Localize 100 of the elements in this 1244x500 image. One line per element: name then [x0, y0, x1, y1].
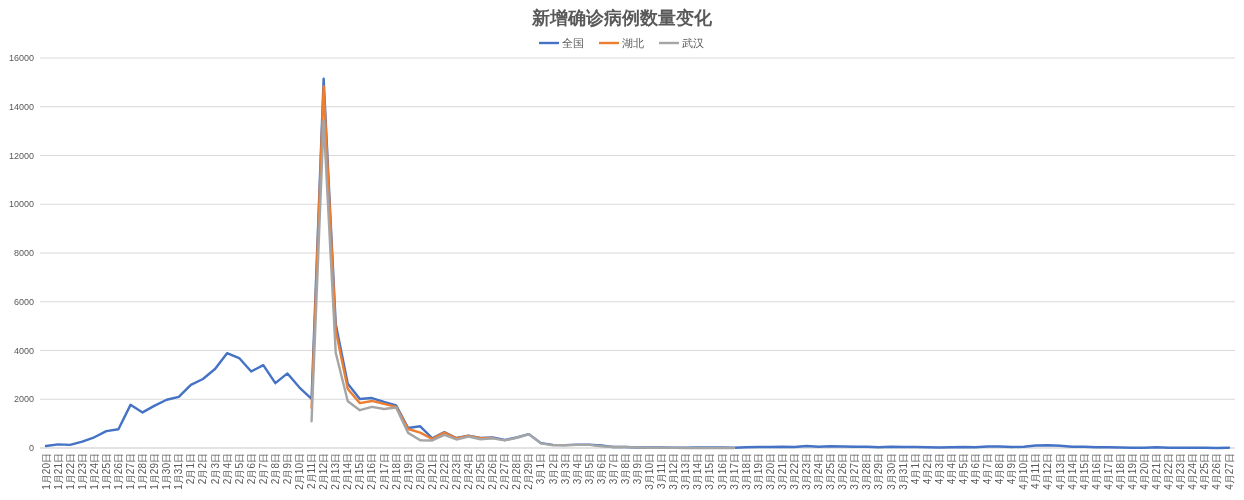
- x-tick-label: 4月15日: [1078, 453, 1090, 490]
- x-tick-label: 2月6日: [245, 453, 257, 485]
- x-tick-label: 2月25日: [475, 453, 487, 490]
- x-tick-label: 3月15日: [704, 453, 716, 490]
- x-tick-label: 3月24日: [813, 453, 825, 490]
- x-tick-label: 3月25日: [825, 453, 837, 490]
- y-tick-label: 4000: [13, 345, 34, 356]
- x-tick-label: 2月4日: [221, 453, 233, 485]
- x-tick-label: 4月9日: [1006, 453, 1018, 485]
- x-tick-label: 3月21日: [776, 453, 788, 490]
- x-tick-label: 4月22日: [1163, 453, 1175, 490]
- x-tick-label: 3月10日: [644, 453, 656, 490]
- x-tick-label: 1月20日: [40, 453, 52, 490]
- x-tick-label: 3月18日: [740, 453, 752, 490]
- x-tick-label: 1月28日: [137, 453, 149, 490]
- x-tick-label: 1月21日: [52, 453, 64, 490]
- x-tick-label: 3月30日: [885, 453, 897, 490]
- x-tick-label: 4月2日: [921, 453, 933, 485]
- x-tick-label: 3月12日: [668, 453, 680, 490]
- x-tick-label: 3月16日: [716, 453, 728, 490]
- y-tick-label: 12000: [8, 150, 34, 161]
- x-tick-label: 2月23日: [450, 453, 462, 490]
- x-tick-label: 3月2日: [547, 453, 559, 485]
- x-tick-label: 2月11日: [306, 453, 318, 489]
- x-tick-label: 2月27日: [499, 453, 511, 490]
- x-tick-label: 4月26日: [1211, 453, 1223, 490]
- x-tick-label: 4月10日: [1018, 453, 1030, 490]
- x-tick-label: 2月12日: [318, 453, 330, 490]
- x-tick-label: 4月11日: [1030, 453, 1042, 489]
- legend-label: 湖北: [622, 37, 644, 49]
- x-tick-label: 4月13日: [1054, 453, 1066, 490]
- x-tick-label: 3月17日: [728, 453, 740, 490]
- x-tick-label: 2月5日: [233, 453, 245, 485]
- y-tick-label: 14000: [8, 101, 34, 112]
- x-tick-label: 3月9日: [632, 453, 643, 485]
- x-tick-label: 1月22日: [64, 453, 76, 490]
- x-tick-label: 4月17日: [1102, 453, 1114, 490]
- x-tick-label: 3月5日: [583, 453, 595, 485]
- y-tick-label: 10000: [8, 199, 34, 210]
- x-tick-label: 1月31日: [173, 453, 185, 490]
- x-tick-label: 4月8日: [994, 453, 1006, 485]
- x-tick-label: 3月4日: [571, 453, 583, 485]
- x-tick-label: 3月22日: [788, 453, 800, 490]
- x-tick-label: 2月17日: [378, 453, 390, 490]
- x-tick-label: 4月6日: [970, 453, 981, 485]
- x-tick-label: 2月19日: [402, 453, 414, 490]
- x-tick-label: 3月27日: [849, 453, 861, 490]
- x-tick-label: 3月29日: [873, 453, 885, 490]
- x-tick-label: 3月26日: [837, 453, 849, 490]
- x-tick-label: 3月7日: [607, 453, 619, 485]
- x-tick-label: 3月23日: [801, 453, 812, 490]
- x-tick-label: 4月25日: [1199, 453, 1211, 490]
- x-tick-label: 4月7日: [982, 453, 994, 485]
- x-tick-label: 1月30日: [161, 453, 173, 490]
- x-tick-label: 1月25日: [100, 453, 112, 490]
- x-tick-label: 1月29日: [149, 453, 161, 490]
- x-tick-label: 4月12日: [1042, 453, 1054, 490]
- x-tick-label: 2月16日: [366, 453, 378, 490]
- x-tick-label: 2月2日: [197, 453, 209, 485]
- y-tick-label: 2000: [13, 394, 34, 405]
- x-tick-label: 2月8日: [269, 453, 281, 485]
- x-tick-label: 3月6日: [595, 453, 607, 485]
- y-tick-label: 6000: [13, 296, 34, 307]
- y-tick-label: 0: [28, 443, 34, 453]
- x-tick-label: 4月23日: [1175, 453, 1187, 490]
- x-tick-label: 2月20日: [414, 453, 426, 490]
- x-tick-label: 2月14日: [342, 453, 354, 490]
- x-tick-label: 3月28日: [861, 453, 873, 490]
- x-tick-label: 4月3日: [933, 453, 945, 485]
- x-tick-label: 3月31日: [897, 453, 909, 490]
- x-tick-label: 3月14日: [692, 453, 704, 490]
- x-tick-label: 2月7日: [257, 453, 269, 485]
- x-tick-label: 2月3日: [209, 453, 221, 485]
- x-tick-label: 1月27日: [125, 453, 136, 490]
- x-tick-label: 3月13日: [680, 453, 692, 490]
- y-tick-label: 8000: [13, 248, 34, 258]
- chart-title: 新增确诊病例数量变化: [531, 8, 713, 28]
- x-tick-label: 2月29日: [523, 453, 535, 490]
- x-tick-label: 4月27日: [1223, 453, 1235, 490]
- x-tick-label: 2月10日: [294, 453, 305, 490]
- x-tick-label: 4月24日: [1187, 453, 1199, 490]
- x-tick-label: 2月22日: [438, 453, 450, 490]
- x-tick-label: 1月26日: [112, 453, 124, 490]
- y-tick-label: 16000: [8, 53, 34, 63]
- line-series: [310, 119, 736, 450]
- x-tick-label: 2月9日: [281, 453, 293, 485]
- x-tick-label: 4月14日: [1066, 453, 1078, 490]
- x-tick-label: 3月3日: [559, 453, 571, 485]
- legend-label: 全国: [562, 37, 584, 49]
- x-tick-label: 2月21日: [426, 453, 438, 490]
- x-tick-label: 3月8日: [619, 453, 631, 485]
- x-tick-label: 2月1日: [185, 453, 197, 485]
- x-tick-label: 3月1日: [535, 453, 547, 485]
- x-tick-label: 2月26日: [487, 453, 499, 490]
- x-tick-label: 2月18日: [390, 453, 402, 490]
- x-tick-label: 4月19日: [1126, 453, 1138, 490]
- legend-label: 武汉: [682, 37, 704, 49]
- x-tick-label: 4月1日: [909, 453, 921, 485]
- x-tick-label: 1月23日: [76, 453, 88, 490]
- x-tick-label: 2月28日: [511, 453, 523, 490]
